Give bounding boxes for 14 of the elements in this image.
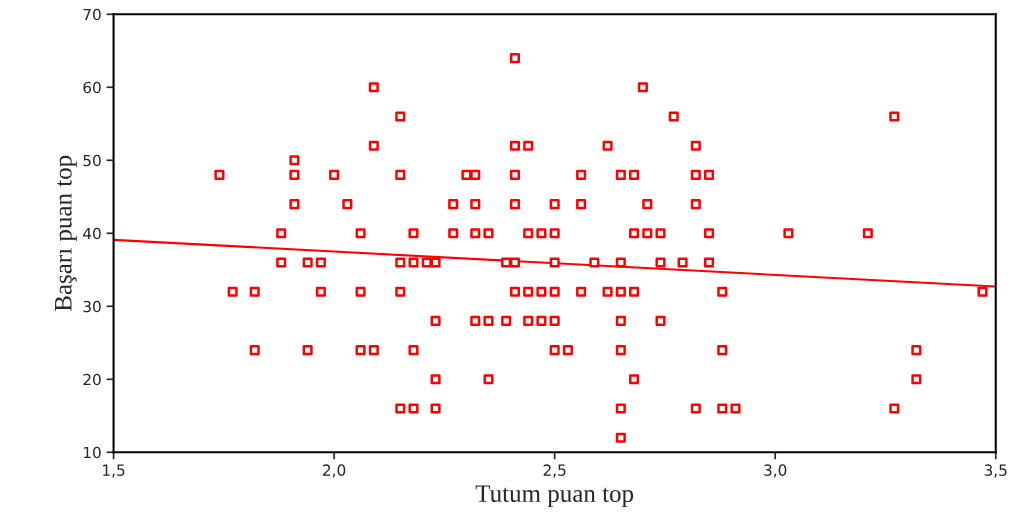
y-tick-label: 40: [83, 227, 101, 240]
y-tick-label: 20: [83, 373, 101, 386]
y-tick-label: 60: [83, 81, 101, 94]
x-tick-label: 1,5: [103, 464, 125, 478]
y-tick-label: 50: [83, 154, 101, 167]
y-tick-label: 70: [83, 8, 101, 21]
x-tick-label: 2,5: [543, 464, 566, 478]
y-tick-label: 10: [84, 446, 101, 459]
y-axis-title: Başarı puan top: [55, 155, 77, 312]
x-axis-title: Tutum puan top: [475, 485, 634, 508]
x-tick-label: 3,5: [984, 464, 1007, 478]
x-tick-label: 3,0: [764, 464, 787, 478]
x-tick-label: 2,0: [323, 464, 346, 478]
y-tick-label: 30: [83, 300, 101, 313]
